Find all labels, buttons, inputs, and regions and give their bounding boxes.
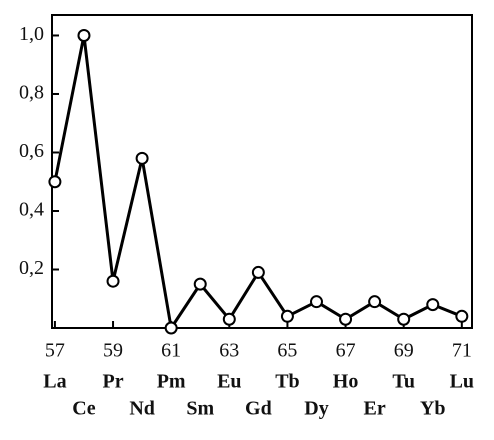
y-tick-label: 0,6 (19, 140, 44, 162)
data-point (251, 265, 265, 279)
data-point (193, 277, 207, 291)
element-label: Tu (392, 371, 415, 393)
x-tick-label: 65 (277, 340, 297, 362)
element-label: Er (364, 398, 386, 420)
element-label: Ho (333, 371, 359, 393)
element-label: Sm (186, 398, 214, 420)
data-point (48, 175, 62, 189)
data-point (455, 309, 469, 323)
x-tick-label: 57 (45, 340, 65, 362)
data-point (309, 295, 323, 309)
x-tick-label: 71 (452, 340, 472, 362)
data-point (368, 295, 382, 309)
data-point (135, 151, 149, 165)
y-tick-label: 0,2 (19, 257, 44, 279)
data-point (164, 321, 178, 335)
data-point (397, 312, 411, 326)
y-tick-label: 0,4 (19, 199, 44, 221)
element-label: Pr (102, 371, 123, 393)
plot-frame (51, 14, 473, 329)
element-label: Gd (245, 398, 272, 420)
element-label: Nd (129, 398, 155, 420)
data-point (77, 28, 91, 42)
data-point (222, 312, 236, 326)
y-tick-label: 0,8 (19, 82, 44, 104)
x-tick-label: 59 (103, 340, 123, 362)
data-point (106, 274, 120, 288)
x-tick-label: 63 (219, 340, 239, 362)
element-label: Lu (450, 371, 474, 393)
x-tick-label: 61 (161, 340, 181, 362)
element-label: Dy (304, 398, 328, 420)
data-point (426, 298, 440, 312)
y-tick-label: 1,0 (19, 23, 44, 45)
element-label: La (43, 371, 66, 393)
element-label: Pm (157, 371, 186, 393)
data-point (280, 309, 294, 323)
element-label: Yb (420, 398, 446, 420)
x-tick-label: 69 (394, 340, 414, 362)
x-tick-label: 67 (336, 340, 356, 362)
data-point (339, 312, 353, 326)
element-label: Eu (217, 371, 241, 393)
element-label: Tb (275, 371, 299, 393)
element-label: Ce (72, 398, 95, 420)
